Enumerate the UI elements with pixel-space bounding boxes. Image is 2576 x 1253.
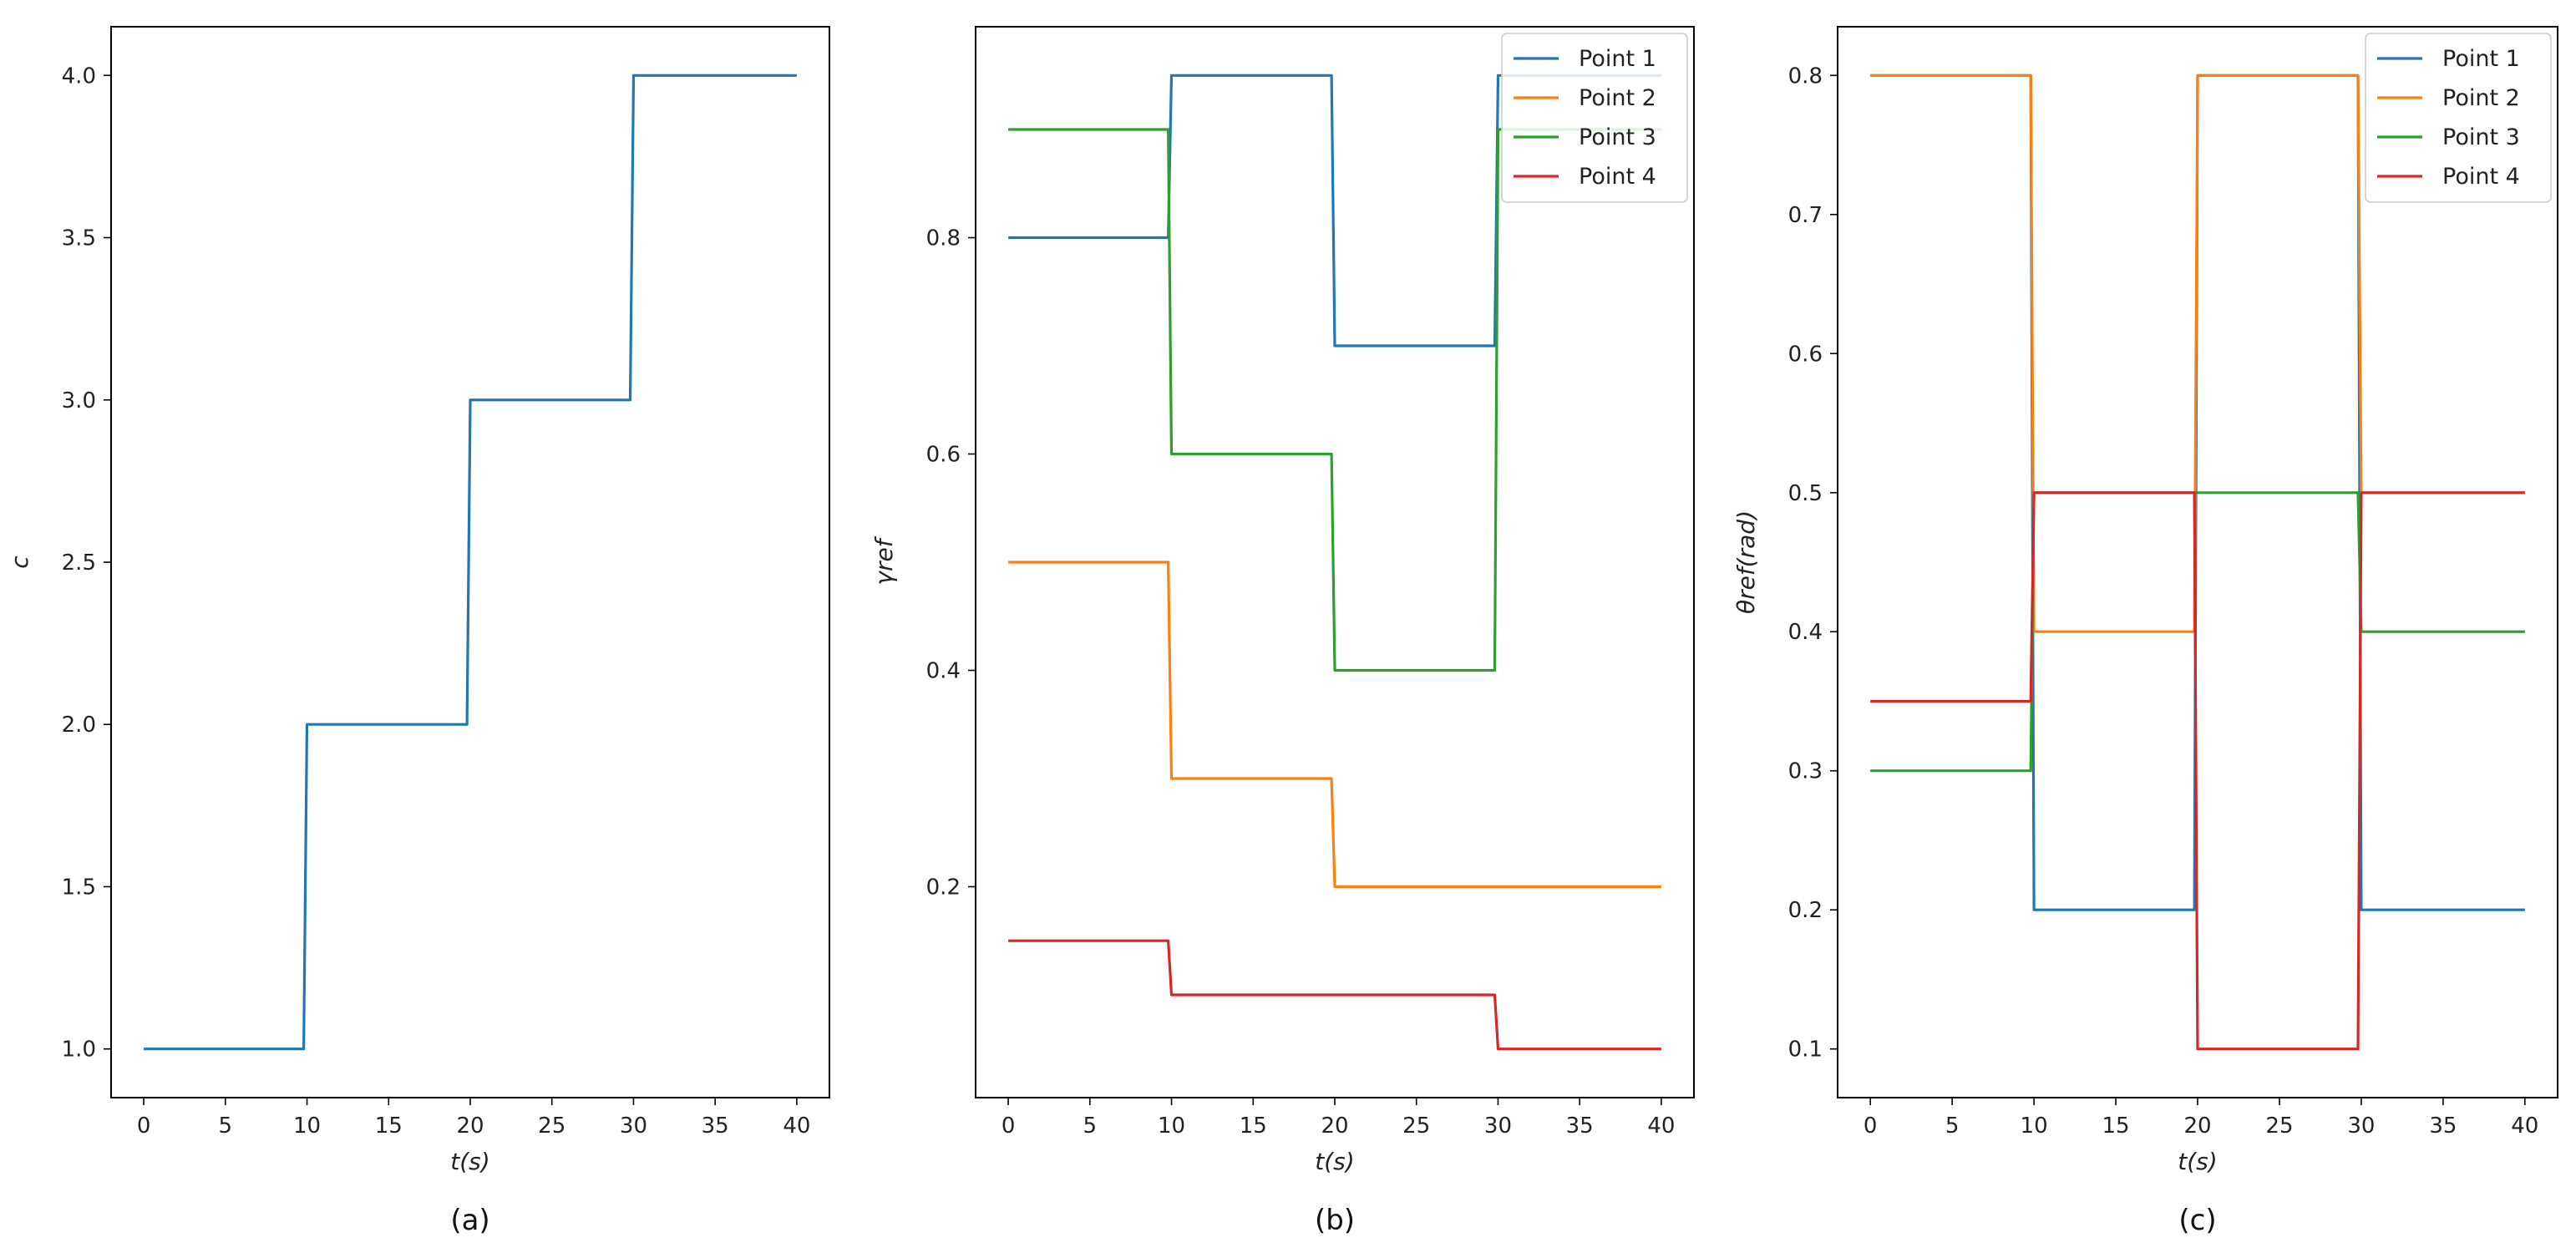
x-tick-label-b: 30	[1484, 1113, 1512, 1139]
x-tick-label-a: 35	[702, 1113, 729, 1139]
x-tick-label-b: 40	[1647, 1113, 1675, 1139]
x-tick-label-c: 20	[2183, 1113, 2211, 1139]
legend-label-b-4: Point 4	[1579, 164, 1656, 190]
x-tick-label-b: 35	[1566, 1113, 1594, 1139]
x-axis-label-c: t(s)	[2178, 1148, 2217, 1175]
x-tick-label-c: 30	[2347, 1113, 2375, 1139]
x-tick-label-a: 5	[219, 1113, 233, 1139]
x-tick-label-c: 10	[2021, 1113, 2048, 1139]
legend-box-c	[2365, 33, 2552, 203]
legend-box-b	[1501, 33, 1688, 203]
x-tick-label-c: 25	[2265, 1113, 2293, 1139]
legend-label-b-2: Point 2	[1579, 85, 1656, 111]
x-tick-label-b: 10	[1158, 1113, 1185, 1139]
x-tick-label-c: 0	[1864, 1113, 1878, 1139]
y-tick-label-c: 0.2	[1788, 898, 1823, 923]
legend-label-c-2: Point 2	[2442, 85, 2520, 111]
panel-caption-b: (b)	[1315, 1204, 1355, 1237]
series-group-c	[1870, 74, 2525, 1051]
y-tick-label-b: 0.8	[926, 226, 961, 251]
series-group-a	[144, 74, 797, 1051]
y-tick-label-a: 2.0	[62, 713, 96, 738]
y-tick-label-c: 0.8	[1788, 63, 1823, 89]
legend-label-c-3: Point 3	[2442, 124, 2520, 150]
series-line-b-2	[1008, 561, 1661, 889]
x-tick-label-b: 0	[1001, 1113, 1016, 1139]
y-tick-label-b: 0.4	[926, 658, 961, 683]
series-line-c-2	[1870, 74, 2525, 633]
x-tick-label-b: 20	[1321, 1113, 1348, 1139]
x-tick-label-a: 15	[375, 1113, 403, 1139]
x-tick-label-c: 40	[2511, 1113, 2538, 1139]
x-tick-label-c: 35	[2429, 1113, 2457, 1139]
chart-panel-b: 0 5 10 15 20 25 30 35 40 0.2 0.4 0.6 0.8 t(s) γref (b) P…	[870, 26, 1695, 1237]
panel-caption-c: (c)	[2178, 1204, 2216, 1237]
y-tick-label-a: 4.0	[62, 63, 96, 89]
x-tick-label-a: 25	[538, 1113, 565, 1139]
x-tick-label-a: 30	[620, 1113, 647, 1139]
x-tick-label-c: 15	[2102, 1113, 2129, 1139]
series-line-c-4	[1870, 491, 2525, 1051]
series-line-b-3	[1008, 128, 1661, 672]
series-line-a-1	[144, 74, 797, 1051]
x-axis-label-a: t(s)	[450, 1148, 489, 1175]
x-tick-label-b: 15	[1240, 1113, 1267, 1139]
y-tick-label-a: 1.5	[62, 875, 96, 900]
y-tick-label-a: 1.0	[62, 1037, 96, 1063]
x-tick-label-a: 10	[293, 1113, 321, 1139]
y-tick-label-c: 0.4	[1788, 620, 1823, 645]
y-tick-label-c: 0.6	[1788, 342, 1823, 367]
y-tick-label-c: 0.3	[1788, 759, 1823, 784]
y-tick-label-c: 0.7	[1788, 203, 1823, 228]
legend-label-b-1: Point 1	[1579, 46, 1656, 72]
y-tick-label-a: 2.5	[62, 550, 96, 576]
y-tick-label-b: 0.2	[926, 875, 961, 900]
x-tick-label-a: 40	[783, 1113, 810, 1139]
legend-label-c-4: Point 4	[2442, 164, 2520, 190]
y-axis-label-b: γref	[870, 535, 898, 585]
chart-panel-c: 0 5 10 15 20 25 30 35 40 0.1 0.2 0.3 0.4 0.5 0.6 0.7 0.8…	[1732, 26, 2558, 1237]
y-axis-label-a: c	[6, 555, 33, 569]
legend-c: Point 1 Point 2 Point 3 Point 4	[2365, 33, 2552, 203]
x-tick-label-c: 5	[1945, 1113, 1960, 1139]
x-axis-label-b: t(s)	[1315, 1148, 1354, 1175]
legend-label-c-1: Point 1	[2442, 46, 2520, 72]
legend-b: Point 1 Point 2 Point 3 Point 4	[1501, 33, 1688, 203]
x-tick-label-a: 0	[137, 1113, 151, 1139]
y-tick-label-a: 3.0	[62, 388, 96, 413]
y-tick-label-c: 0.1	[1788, 1037, 1823, 1063]
x-tick-label-a: 20	[456, 1113, 484, 1139]
y-tick-label-c: 0.5	[1788, 481, 1823, 506]
y-tick-label-a: 3.5	[62, 226, 96, 251]
series-line-b-4	[1008, 939, 1661, 1051]
x-tick-label-b: 25	[1402, 1113, 1430, 1139]
legend-label-b-3: Point 3	[1579, 124, 1656, 150]
y-axis-label-c: θref(rad)	[1732, 510, 1760, 614]
chart-panel-a: 0 5 10 15 20 25 30 35 40 1.0 1.5 2.0 2.5 3.0 3.5 4.0 t(s…	[6, 26, 830, 1237]
y-tick-label-b: 0.6	[926, 443, 961, 468]
panel-caption-a: (a)	[450, 1204, 489, 1237]
series-group-b	[1008, 74, 1661, 1051]
x-tick-label-b: 5	[1083, 1113, 1098, 1139]
